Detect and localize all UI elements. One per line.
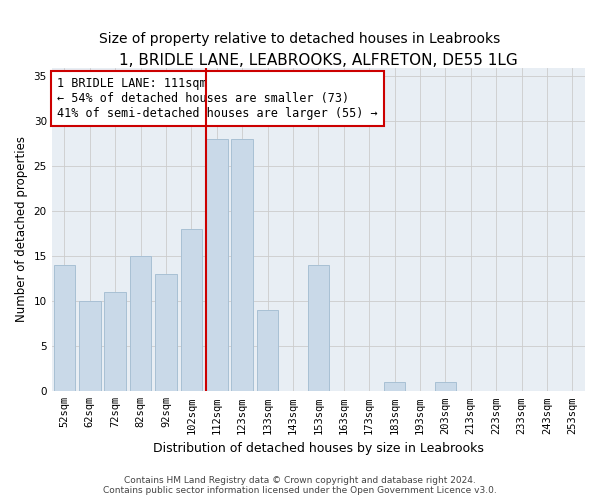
- Bar: [181, 230, 202, 392]
- Text: 1 BRIDLE LANE: 111sqm
← 54% of detached houses are smaller (73)
41% of semi-deta: 1 BRIDLE LANE: 111sqm ← 54% of detached …: [57, 77, 377, 120]
- Bar: [104, 292, 126, 392]
- Title: 1, BRIDLE LANE, LEABROOKS, ALFRETON, DE55 1LG: 1, BRIDLE LANE, LEABROOKS, ALFRETON, DE5…: [119, 52, 518, 68]
- Y-axis label: Number of detached properties: Number of detached properties: [15, 136, 28, 322]
- Bar: [434, 382, 456, 392]
- Text: Contains HM Land Registry data © Crown copyright and database right 2024.
Contai: Contains HM Land Registry data © Crown c…: [103, 476, 497, 495]
- Bar: [130, 256, 151, 392]
- Bar: [257, 310, 278, 392]
- Bar: [206, 140, 227, 392]
- Bar: [53, 266, 75, 392]
- X-axis label: Distribution of detached houses by size in Leabrooks: Distribution of detached houses by size …: [153, 442, 484, 455]
- Bar: [308, 266, 329, 392]
- Text: Size of property relative to detached houses in Leabrooks: Size of property relative to detached ho…: [100, 32, 500, 46]
- Bar: [155, 274, 177, 392]
- Bar: [232, 140, 253, 392]
- Bar: [384, 382, 406, 392]
- Bar: [79, 302, 101, 392]
